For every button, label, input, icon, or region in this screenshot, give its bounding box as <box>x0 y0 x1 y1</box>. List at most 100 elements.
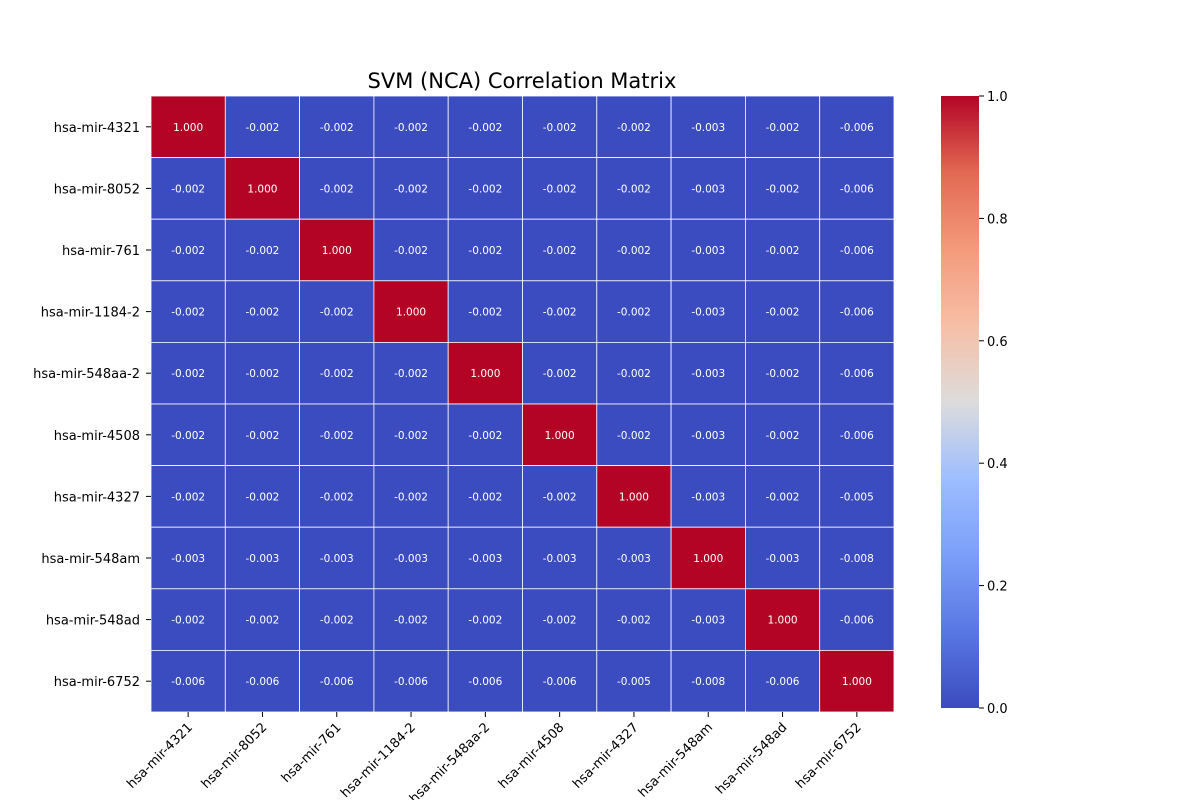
heatmap-cell <box>224 157 301 220</box>
heatmap-cell <box>299 526 375 590</box>
y-tick-label: hsa-mir-4327 <box>54 490 140 505</box>
heatmap-cell <box>373 403 449 466</box>
cell-value-label: -0.003 <box>691 183 725 195</box>
cell-value-label: -0.006 <box>246 676 280 688</box>
cell-value-label: -0.003 <box>320 553 354 565</box>
cell-value-label: -0.002 <box>543 307 577 319</box>
chart-title: SVM (NCA) Correlation Matrix <box>368 69 677 93</box>
cell-value-label: 1.000 <box>247 183 277 195</box>
heatmap-cell <box>299 95 375 158</box>
heatmap-cell <box>224 218 301 282</box>
heatmap-cell <box>224 341 301 405</box>
cell-value-label: 1.000 <box>470 368 500 380</box>
heatmap-cell <box>819 650 895 713</box>
heatmap-cell <box>150 650 226 713</box>
x-tick-label: hsa-mir-761 <box>279 720 345 786</box>
heatmap-cell <box>745 650 821 713</box>
cell-value-label: -0.002 <box>320 430 354 442</box>
y-tick-label: hsa-mir-548ad <box>46 614 140 629</box>
cell-value-label: -0.003 <box>691 615 725 627</box>
cell-value-label: 1.000 <box>693 553 723 565</box>
cell-value-label: -0.003 <box>691 307 725 319</box>
heatmap-cell <box>670 95 746 158</box>
cell-value-label: 1.000 <box>619 491 649 503</box>
cell-value-label: -0.002 <box>320 491 354 503</box>
cell-value-label: -0.002 <box>468 183 502 195</box>
cell-value-label: -0.002 <box>543 183 577 195</box>
cell-value-label: -0.002 <box>246 307 280 319</box>
cell-value-label: -0.002 <box>543 368 577 380</box>
heatmap-cell <box>670 650 746 713</box>
heatmap-cell <box>670 526 746 590</box>
cell-value-label: -0.002 <box>171 368 205 380</box>
cell-value-label: 1.000 <box>545 430 575 442</box>
x-tick-labels: hsa-mir-4321 hsa-mir-8052 hsa-mir-761hsa-m… <box>124 712 865 800</box>
cell-value-label: -0.002 <box>543 491 577 503</box>
colorbar-ticks: 0.0 0.2 0.4 0.6 0.8 1.0 <box>979 90 1008 717</box>
cell-value-label: -0.002 <box>394 368 428 380</box>
cell-value-label: -0.002 <box>543 615 577 627</box>
cell-value-label: -0.006 <box>320 676 354 688</box>
cell-value-label: -0.002 <box>766 430 800 442</box>
cell-value-label: -0.006 <box>171 676 205 688</box>
cell-value-label: -0.002 <box>320 122 354 134</box>
cell-value-label: -0.008 <box>840 553 874 565</box>
cell-value-label: -0.006 <box>840 430 874 442</box>
heatmap-cell <box>596 341 672 405</box>
heatmap-cell <box>596 157 672 220</box>
colorbar-tick-label: 0.2 <box>987 580 1008 595</box>
heatmap-cell <box>670 341 746 405</box>
heatmap-cell <box>299 588 375 651</box>
cell-value-label: -0.003 <box>691 491 725 503</box>
x-tick-label: hsa-mir-8052 <box>199 720 271 792</box>
cell-value-label: -0.002 <box>171 245 205 257</box>
colorbar-gradient <box>941 96 979 708</box>
heatmap-cell <box>522 341 598 405</box>
heatmap-cell <box>596 218 672 282</box>
cell-value-label: -0.002 <box>766 307 800 319</box>
cell-value-label: -0.006 <box>840 122 874 134</box>
heatmap-cell <box>745 341 821 405</box>
cell-value-label: -0.002 <box>394 245 428 257</box>
y-tick-labels: hsa-mir-4321 hsa-mir-8052 hsa-mir-761 hsa-m… <box>33 121 151 690</box>
heatmap-cell <box>522 280 598 343</box>
heatmap-cell <box>819 95 895 158</box>
cell-value-label: -0.002 <box>766 122 800 134</box>
cell-value-label: -0.003 <box>543 553 577 565</box>
x-tick-label: hsa-mir-548aa-2 <box>407 720 493 800</box>
y-tick-label: hsa-mir-761 <box>62 244 140 259</box>
cell-value-label: -0.002 <box>320 368 354 380</box>
x-tick-label: hsa-mir-4327 <box>570 720 642 792</box>
heatmap-cell <box>819 465 895 528</box>
cell-value-label: -0.002 <box>468 122 502 134</box>
cell-value-label: -0.003 <box>766 553 800 565</box>
cell-value-label: -0.002 <box>246 122 280 134</box>
heatmap-cell <box>522 650 598 713</box>
heatmap-cell <box>670 588 746 651</box>
heatmap-cell <box>745 280 821 343</box>
cell-value-label: -0.002 <box>246 430 280 442</box>
heatmap-cell <box>224 650 301 713</box>
cell-value-label: -0.002 <box>543 245 577 257</box>
cell-value-label: -0.002 <box>617 368 651 380</box>
heatmap-cell <box>670 280 746 343</box>
cell-value-label: -0.003 <box>691 430 725 442</box>
heatmap-cell <box>299 403 375 466</box>
heatmap-cell <box>224 95 301 158</box>
cell-value-label: -0.002 <box>320 183 354 195</box>
cell-value-label: -0.006 <box>394 676 428 688</box>
heatmap-cell <box>745 526 821 590</box>
heatmap-cell <box>596 465 672 528</box>
heatmap-cell <box>596 526 672 590</box>
cell-value-label: -0.002 <box>617 122 651 134</box>
cell-value-label: -0.002 <box>394 183 428 195</box>
heatmap-cell <box>819 588 895 651</box>
heatmap-cell <box>447 403 523 466</box>
heatmap-cell <box>224 526 301 590</box>
heatmap-cell <box>522 588 598 651</box>
y-tick-label: hsa-mir-4508 <box>54 429 140 444</box>
cell-value-label: -0.002 <box>617 183 651 195</box>
cell-value-label: -0.006 <box>840 368 874 380</box>
heatmap-cell <box>596 650 672 713</box>
heatmap-cell <box>373 465 449 528</box>
